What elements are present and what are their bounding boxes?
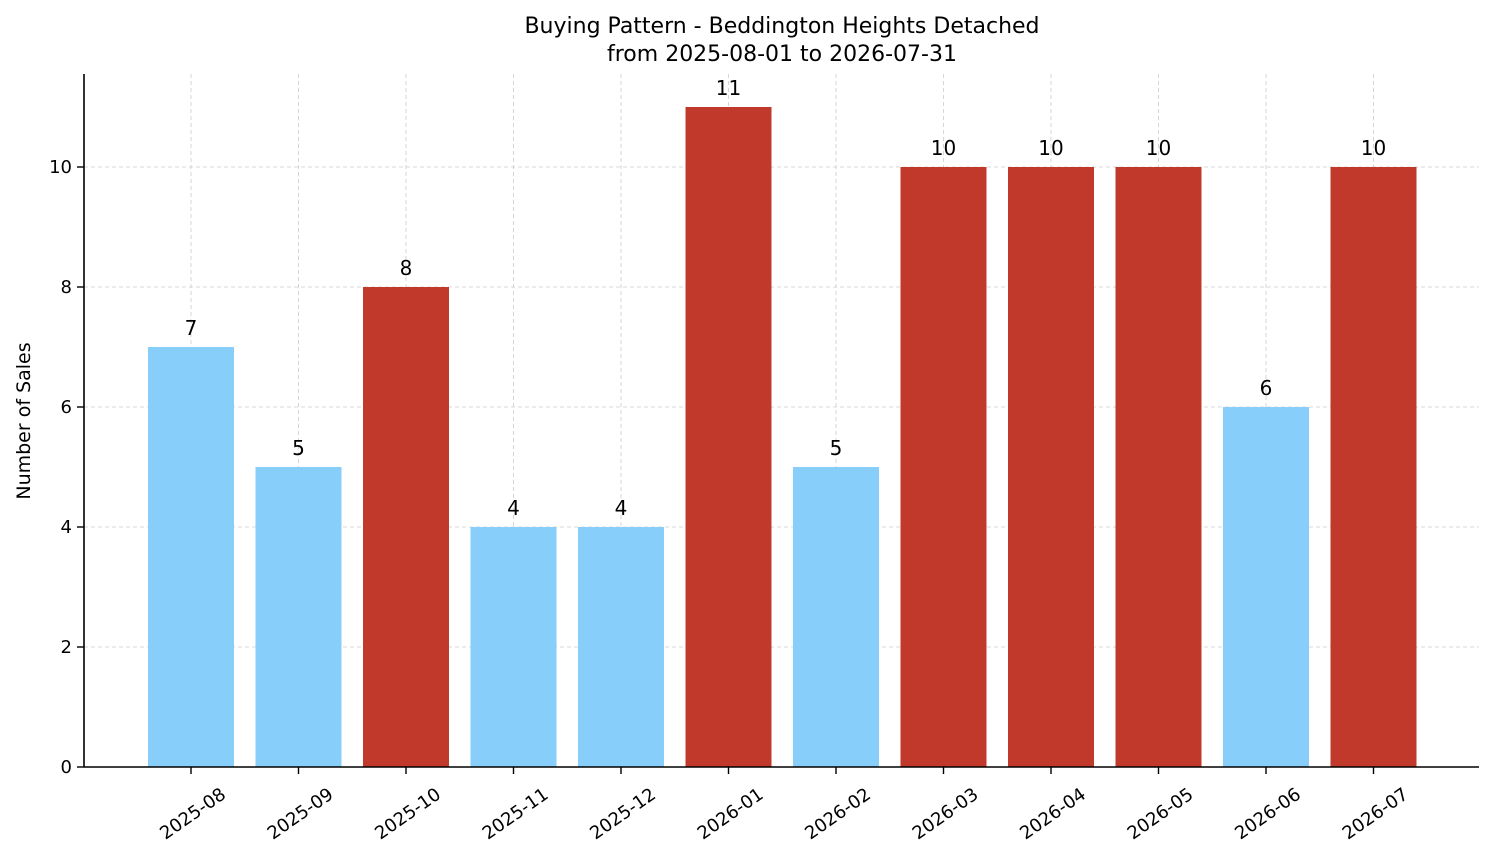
y-tick-label: 8 (61, 277, 72, 298)
bar-value-label: 10 (931, 136, 956, 160)
chart-title: Buying Pattern - Beddington Heights Deta… (524, 14, 1039, 39)
bar (900, 167, 987, 767)
x-tick-label: 2025-09 (264, 784, 338, 844)
y-tick-label: 2 (61, 637, 72, 658)
y-tick-label: 6 (61, 397, 72, 418)
x-tick-label: 2026-04 (1016, 784, 1090, 844)
x-tick-label: 2025-12 (586, 784, 660, 844)
chart-subtitle: from 2025-08-01 to 2026-07-31 (607, 42, 957, 67)
bar-value-label: 8 (400, 256, 413, 280)
x-tick-label: 2026-02 (801, 784, 875, 844)
bar-value-label: 10 (1146, 136, 1171, 160)
bar (793, 467, 879, 767)
bar-value-label: 7 (185, 316, 198, 340)
y-tick-label: 4 (61, 517, 72, 538)
bar (1330, 167, 1417, 767)
bar-value-label: 4 (615, 496, 628, 520)
bar (1008, 167, 1094, 767)
bar (1223, 407, 1309, 767)
x-tick-label: 2025-10 (371, 784, 445, 844)
x-tick-label: 2025-11 (479, 784, 553, 844)
y-tick-label: 10 (49, 157, 72, 178)
bar-value-label: 4 (507, 496, 520, 520)
y-axis-label: Number of Sales (13, 342, 35, 499)
x-tick-label: 2026-01 (694, 784, 768, 844)
bar-value-label: 6 (1260, 376, 1273, 400)
bar (1115, 167, 1202, 767)
x-tick-label: 2026-06 (1231, 784, 1305, 844)
bar (470, 527, 557, 767)
x-tick-label: 2026-05 (1124, 784, 1198, 844)
bar-value-label: 11 (716, 76, 741, 100)
bar-value-label: 10 (1038, 136, 1063, 160)
y-tick-label: 0 (61, 757, 72, 778)
bar (148, 347, 234, 767)
bars: 7 5 8 4 4 11 5 10 10 10 6 10 (148, 76, 1417, 767)
bar-value-label: 5 (830, 436, 843, 460)
bar (255, 467, 342, 767)
x-tick-label: 2025-08 (156, 784, 230, 844)
bar-value-label: 5 (292, 436, 305, 460)
x-tick-label: 2026-03 (909, 784, 983, 844)
bar (578, 527, 664, 767)
x-tick-label: 2026-07 (1339, 784, 1413, 844)
bar (363, 287, 449, 767)
bar-value-label: 10 (1361, 136, 1386, 160)
bar (685, 107, 772, 767)
